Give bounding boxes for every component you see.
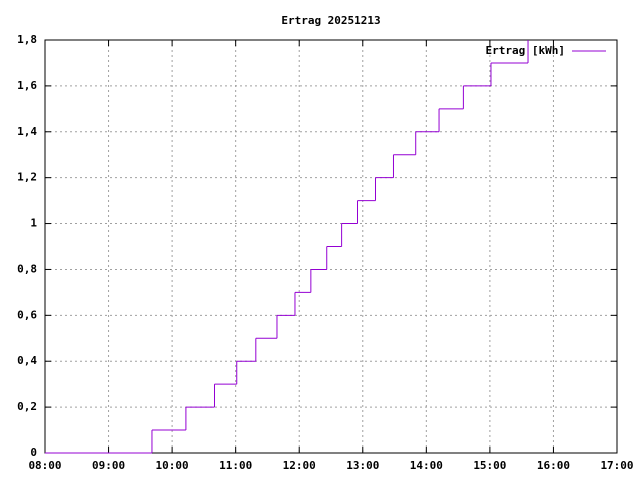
y-tick-label: 1,2 (17, 171, 37, 184)
y-tick-label: 1,4 (17, 125, 37, 138)
legend-label: Ertrag [kWh] (486, 44, 565, 57)
x-tick-label: 15:00 (473, 459, 506, 472)
y-tick-label: 0,8 (17, 262, 37, 275)
x-tick-label: 13:00 (346, 459, 379, 472)
plot-border (44, 39, 618, 454)
x-tick-label: 17:00 (600, 459, 633, 472)
x-tick-label: 11:00 (219, 459, 252, 472)
x-tick-label: 09:00 (92, 459, 125, 472)
x-tick-label: 08:00 (28, 459, 61, 472)
x-tick-label: 12:00 (283, 459, 316, 472)
y-tick-label: 0,6 (17, 308, 37, 321)
y-tick-label: 1,6 (17, 79, 37, 92)
y-tick-label: 0 (30, 446, 37, 459)
y-tick-label: 0,2 (17, 400, 37, 413)
x-tick-label: 16:00 (537, 459, 570, 472)
chart-title: Ertrag 20251213 (281, 14, 380, 27)
y-tick-label: 1,8 (17, 33, 37, 46)
x-tick-label: 14:00 (410, 459, 443, 472)
x-tick-label: 10:00 (156, 459, 189, 472)
y-tick-label: 0,4 (17, 354, 37, 367)
y-tick-label: 1 (30, 217, 37, 230)
